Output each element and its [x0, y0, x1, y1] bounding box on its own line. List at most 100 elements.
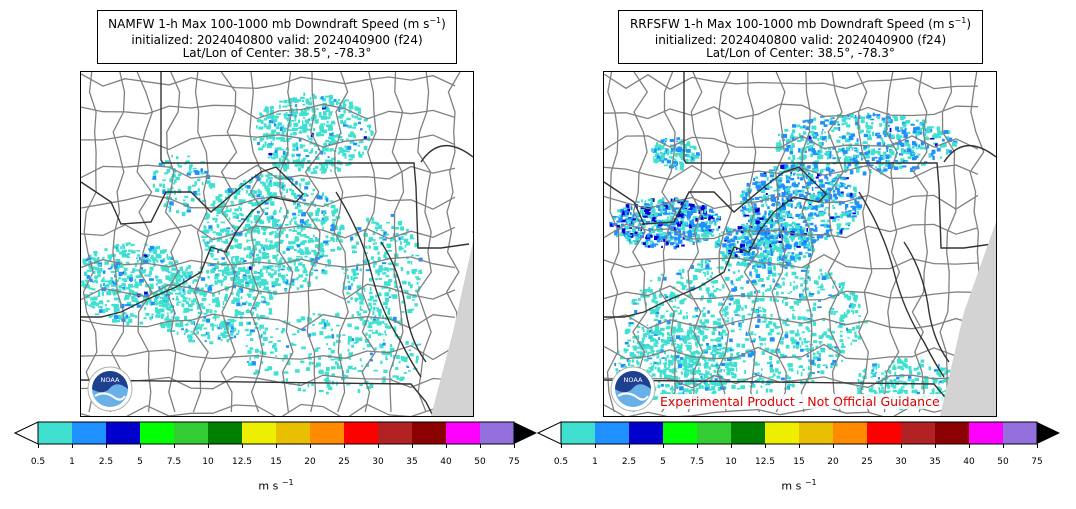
svg-text:NOAA: NOAA [101, 376, 120, 384]
right-colorbar-tick [595, 444, 596, 448]
right-colorbar-tick [1037, 444, 1038, 448]
left-colorbar-tick [446, 444, 447, 448]
right-colorbar-tick [799, 444, 800, 448]
right-colorbar-tick [561, 444, 562, 448]
right-colorbar-tick-label: 2.5 [621, 457, 637, 467]
right-colorbar-tick-label: 1 [592, 457, 598, 467]
right-title-line1: RRFSFW 1-h Max 100-1000 mb Downdraft Spe… [629, 16, 972, 31]
right-colorbar-segment [969, 422, 1003, 444]
right-colorbar-tick [833, 444, 834, 448]
left-colorbar-segment [106, 422, 140, 444]
left-colorbar-tick-label: 30 [372, 457, 384, 467]
right-colorbar-unit-label: m s −1 [781, 478, 817, 493]
right-colorbar-tick-label: 12.5 [754, 457, 776, 467]
right-colorbar-segment [867, 422, 901, 444]
left-colorbar-tick [344, 444, 345, 448]
left-colorbar-tick [174, 444, 175, 448]
right-colorbar-bar [537, 421, 1060, 445]
right-colorbar-tick [901, 444, 902, 448]
right-colorbar: 0.5 1 2.5 5 7.5 10 12.5 15 20 25 30 35 40 50 75 m s −1 [537, 418, 1061, 498]
right-colorbar-tick-label: 50 [997, 457, 1009, 467]
right-colorbar-tick [765, 444, 766, 448]
right-colorbar-segment [935, 422, 969, 444]
left-colorbar-tick [480, 444, 481, 448]
left-colorbar-tick [412, 444, 413, 448]
right-colorbar-tick [629, 444, 630, 448]
left-colorbar-tick-label: 25 [338, 457, 350, 467]
right-colorbar-segment [663, 422, 697, 444]
left-colorbar-over-arrow [514, 422, 537, 444]
left-colorbar-tick-label: 10 [202, 457, 214, 467]
left-colorbar-segment [276, 422, 310, 444]
left-colorbar-tick-label: 0.5 [30, 457, 46, 467]
left-colorbar-tick-label: 7.5 [166, 457, 182, 467]
left-noaa-logo: NOAA [87, 366, 133, 412]
right-colorbar-tick-label: 75 [1031, 457, 1043, 467]
left-map-title: NAMFW 1-h Max 100-1000 mb Downdraft Spee… [97, 10, 457, 64]
right-colorbar-segment [595, 422, 629, 444]
right-colorbar-tick [935, 444, 936, 448]
right-map-canvas [604, 72, 996, 416]
left-colorbar-tick-label: 15 [270, 457, 282, 467]
left-colorbar-segment [208, 422, 242, 444]
left-colorbar-under-arrow [14, 421, 39, 445]
right-map-title: RRFSFW 1-h Max 100-1000 mb Downdraft Spe… [618, 10, 983, 64]
left-colorbar-segment [174, 422, 208, 444]
left-colorbar-bar [14, 421, 537, 445]
right-colorbar-segment [697, 422, 731, 444]
right-colorbar-tick-label: 25 [861, 457, 873, 467]
right-colorbar-tick [731, 444, 732, 448]
left-map: NOAA [80, 71, 474, 417]
right-colorbar-tick [969, 444, 970, 448]
left-title-line2: initialized: 2024040800 valid: 202404090… [131, 33, 423, 47]
right-colorbar-tick-label: 35 [929, 457, 941, 467]
left-colorbar-segment [38, 422, 72, 444]
left-colorbar-segment [310, 422, 344, 444]
right-map: NOAA Experimental Product - Not Official… [603, 71, 997, 417]
right-colorbar-tick-label: 20 [827, 457, 839, 467]
left-ocean [431, 242, 473, 416]
left-colorbar-tick [310, 444, 311, 448]
right-colorbar-segment [561, 422, 595, 444]
right-colorbar-tick-label: 15 [793, 457, 805, 467]
right-colorbar-tick-label: 10 [725, 457, 737, 467]
left-colorbar-segment [242, 422, 276, 444]
right-colorbar-over-arrow [1037, 422, 1060, 444]
right-title-line2: initialized: 2024040800 valid: 202404090… [654, 33, 947, 47]
left-colorbar-segment [446, 422, 480, 444]
left-colorbar-tick [72, 444, 73, 448]
left-colorbar-tick-label: 20 [304, 457, 316, 467]
left-colorbar-tick [242, 444, 243, 448]
left-colorbar-tick [208, 444, 209, 448]
right-colorbar-under-arrow [537, 421, 562, 445]
right-county-lines [604, 72, 985, 416]
right-colorbar-tick-label: 5 [660, 457, 666, 467]
left-colorbar-tick-label: 40 [440, 457, 452, 467]
left-colorbar-segment [344, 422, 378, 444]
right-colorbar-segment [1003, 422, 1037, 444]
left-colorbar-unit-label: m s −1 [258, 478, 294, 493]
right-title-line3: Lat/Lon of Center: 38.5°, -78.3° [706, 46, 895, 60]
right-ocean [940, 222, 996, 416]
left-colorbar-tick-label: 50 [474, 457, 486, 467]
left-colorbar-tick-label: 2.5 [98, 457, 114, 467]
left-colorbar-tick [276, 444, 277, 448]
left-colorbar-tick-label: 12.5 [231, 457, 253, 467]
right-colorbar-tick-label: 0.5 [553, 457, 569, 467]
left-colorbar-tick-label: 1 [69, 457, 75, 467]
left-title-line1: NAMFW 1-h Max 100-1000 mb Downdraft Spee… [108, 16, 446, 31]
left-map-canvas [81, 72, 473, 416]
left-colorbar-tick [514, 444, 515, 448]
left-colorbar-segment [72, 422, 106, 444]
left-colorbar-tick [378, 444, 379, 448]
left-state-lines [81, 72, 473, 416]
left-colorbar-tick [38, 444, 39, 448]
left-colorbar-tick [106, 444, 107, 448]
right-noaa-logo: NOAA [610, 366, 656, 412]
right-colorbar-segment [799, 422, 833, 444]
left-colorbar-segment [480, 422, 514, 444]
left-colorbar-tick-label: 5 [137, 457, 143, 467]
right-downdraft-field [609, 112, 958, 411]
left-colorbar-segment [140, 422, 174, 444]
left-colorbar: 0.5 1 2.5 5 7.5 10 12.5 15 20 25 30 35 40 50 75 m s −1 [14, 418, 538, 498]
